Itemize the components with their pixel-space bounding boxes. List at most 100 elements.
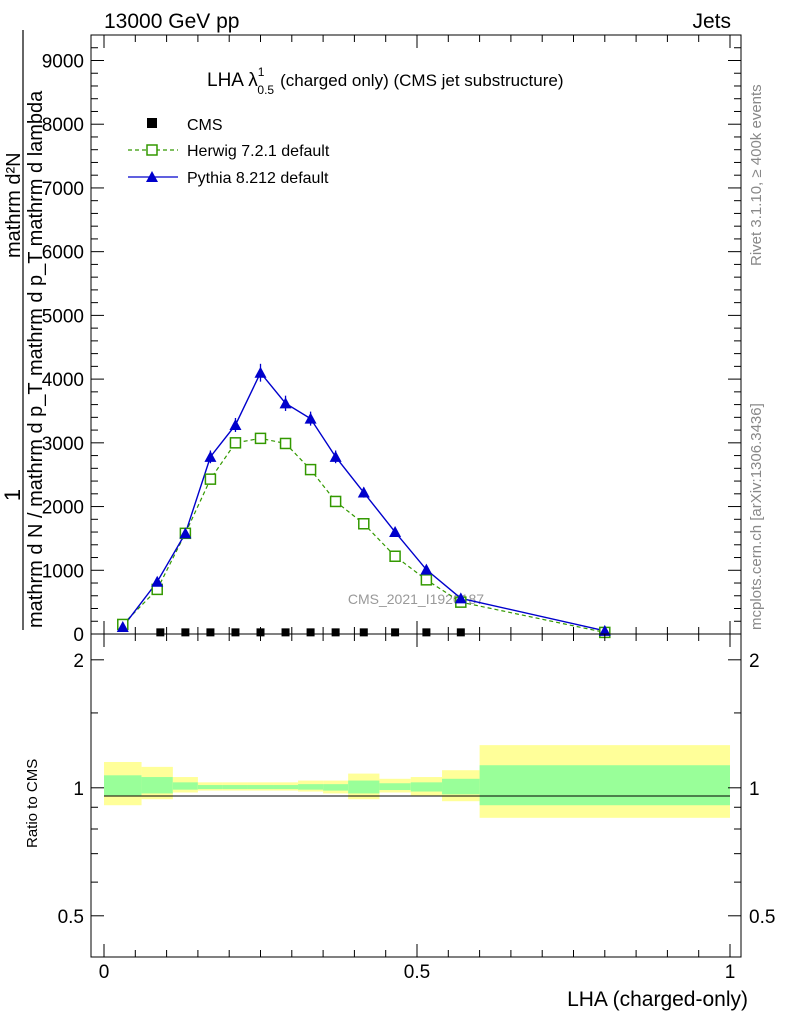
ratio-x-ticks: 0 0.5 1: [99, 634, 736, 983]
main-panel: 0 1000 2000 3000 4000 5000 6000 7000 8000 9000 LH…: [0, 30, 742, 646]
main-y-axis-label: 1 mathrm d²N mathrm d p_T mathrm d lambd…: [0, 30, 47, 630]
pythia-point: [229, 418, 242, 430]
ratio-band-inner: [104, 775, 142, 796]
pythia-point: [420, 563, 433, 575]
legend-herwig-label: Herwig 7.2.1 default: [187, 143, 330, 160]
main-y-tick-label: 3000: [42, 434, 84, 455]
herwig-point: [279, 437, 292, 450]
chart-title: LHA λ1 0.5 (charged only) (CMS jet substru…: [207, 65, 564, 97]
ratio-band-inner: [379, 783, 411, 791]
ratio-y-tick-label-right: 2: [749, 651, 760, 672]
legend-cms-marker: [147, 118, 157, 128]
pythia-point: [329, 450, 342, 462]
ratio-y-ticks: 0.5 0.5 1 1 2 2: [58, 651, 776, 928]
pythia-point: [357, 486, 370, 498]
herwig-point: [329, 495, 342, 508]
main-y-tick-label: 8000: [42, 115, 84, 136]
pythia-point: [116, 620, 129, 632]
herwig-point: [420, 574, 433, 586]
cms-point: [231, 628, 240, 637]
herwig-point: [304, 463, 317, 476]
cms-point: [181, 628, 190, 637]
ratio-band-inner: [298, 784, 324, 790]
y-label-num: 1: [0, 489, 25, 501]
ratio-band-inner: [442, 778, 480, 795]
cms-point: [331, 628, 340, 637]
main-y-tick-label: 1000: [42, 561, 84, 582]
cms-point: [281, 628, 290, 637]
chart-title-rest: (charged only) (CMS jet substructure): [280, 71, 563, 90]
cms-point: [422, 628, 431, 637]
ratio-y-tick-label: 2: [73, 651, 84, 672]
main-y-tick-label: 0: [73, 625, 84, 646]
legend-herwig-marker: [146, 144, 158, 156]
pythia-point: [204, 450, 217, 462]
cms-point: [456, 628, 465, 637]
ratio-band-inner: [479, 765, 730, 806]
ratio-band-inner: [247, 785, 274, 790]
pythia-point: [389, 526, 402, 538]
main-y-tick-label: 7000: [42, 179, 84, 200]
x-tick-label: 0: [99, 962, 110, 983]
pythia-point: [254, 366, 267, 378]
x-tick-label: 1: [725, 962, 736, 983]
ratio-band-inner: [273, 785, 299, 790]
pythia-point: [151, 575, 164, 587]
y-label-denominator: mathrm d N / mathrm d p_T: [25, 382, 47, 628]
ratio-y-tick-label: 0.5: [58, 907, 84, 928]
main-y-tick-label: 6000: [42, 243, 84, 264]
ratio-y-tick-label: 1: [73, 779, 84, 800]
ratio-band-inner: [172, 782, 198, 790]
ratio-band-inner: [222, 785, 248, 790]
main-y-tick-label: 2000: [42, 498, 84, 519]
chart-title-sub: 0.5: [257, 83, 274, 97]
pythia-point: [279, 397, 292, 409]
ratio-y-tick-label-right: 0.5: [749, 907, 775, 928]
pythia-line: [122, 371, 605, 632]
herwig-point: [204, 473, 217, 485]
ratio-bands: [104, 745, 730, 818]
ratio-y-axis-label: Ratio to CMS: [24, 759, 41, 848]
legend-pythia-marker: [146, 171, 158, 182]
main-y-tick-label: 9000: [42, 51, 84, 72]
ratio-band-inner: [348, 780, 380, 794]
header-energy-label: 13000 GeV pp: [104, 10, 239, 33]
ratio-band-inner: [197, 785, 223, 790]
ratio-band-inner: [410, 782, 443, 792]
legend-cms-label: CMS: [187, 117, 223, 134]
y-label-frac-bot: mathrm d p_T mathrm d lambda: [25, 90, 47, 376]
cms-point: [306, 628, 315, 637]
x-axis-label: LHA (charged-only): [567, 988, 748, 1011]
pythia-point: [304, 412, 317, 424]
chart-title-main: LHA λ: [207, 70, 258, 91]
ratio-panel: 0.5 0.51 12 2 0 0.5 1 Ratio to CMS LHA (charg…: [24, 633, 776, 1011]
mcplots-label: mcplots.cern.ch [arXiv:1306.3436]: [748, 403, 765, 630]
x-tick-label: 0.5: [404, 962, 430, 983]
herwig-point: [358, 518, 370, 530]
cms-point: [156, 628, 165, 637]
herwig-point: [389, 550, 401, 563]
cms-point: [256, 628, 265, 637]
cms-point: [391, 628, 400, 637]
chart-title-sup: 1: [258, 65, 265, 79]
rivet-label: Rivet 3.1.10, ≥ 400k events: [748, 84, 765, 266]
ratio-frame: [90, 633, 742, 958]
pythia-point: [598, 624, 611, 636]
main-y-ticks: 0 1000 2000 3000 4000 5000 6000 7000 8000 9000: [42, 34, 741, 646]
y-label-frac-top: mathrm d²N: [3, 152, 25, 258]
header-jets-label: Jets: [692, 10, 731, 33]
ratio-y-tick-label-right: 1: [749, 779, 760, 800]
cms-point: [359, 628, 368, 637]
herwig-point: [229, 437, 242, 449]
herwig-point: [254, 432, 267, 445]
ratio-band-inner: [141, 777, 173, 794]
main-data-layer: [116, 363, 611, 639]
legend: CMS Herwig 7.2.1 default Pythia 8.212 de…: [128, 117, 330, 187]
main-y-tick-label: 5000: [42, 306, 84, 327]
pythia-point: [454, 592, 467, 604]
pythia-point: [179, 527, 192, 539]
cms-point: [206, 628, 215, 637]
legend-pythia-label: Pythia 8.212 default: [187, 170, 329, 187]
main-y-tick-label: 4000: [42, 370, 84, 391]
